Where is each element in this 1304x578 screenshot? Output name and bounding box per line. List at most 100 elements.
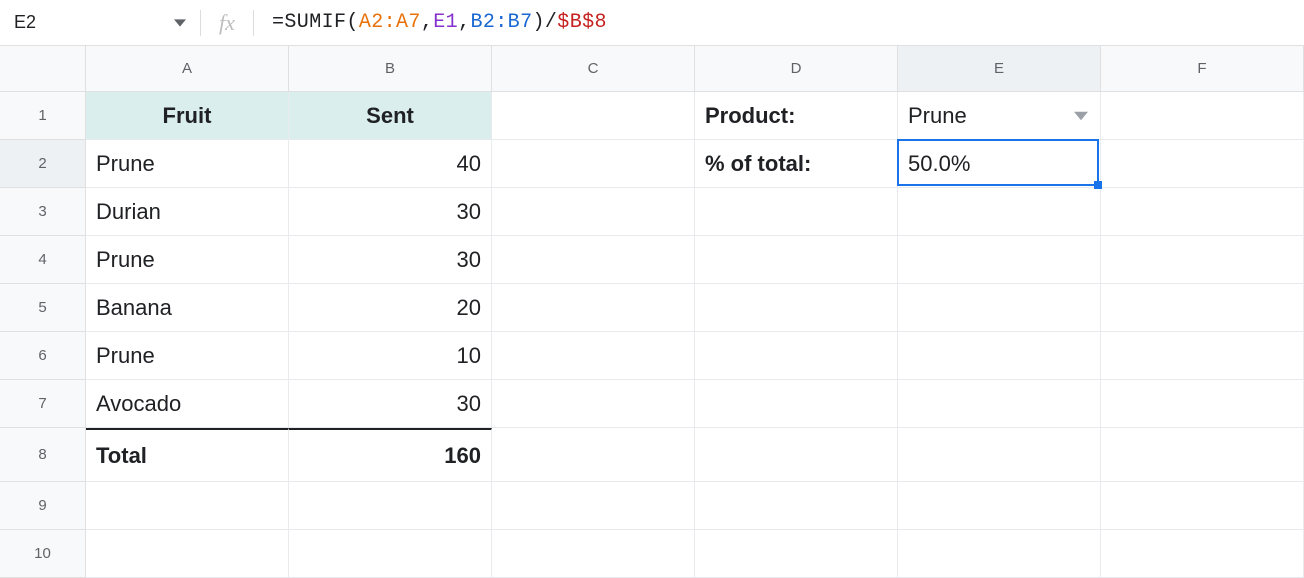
divider [253,10,254,36]
fx-icon: fx [201,10,253,36]
cell[interactable]: Banana [86,284,289,332]
cell[interactable] [1101,530,1304,578]
name-box-value: E2 [14,12,168,33]
formula-arg3: B2:B7 [470,11,532,34]
row-header[interactable]: 2 [0,140,86,188]
cell[interactable]: 30 [289,188,492,236]
cell[interactable]: Prune [86,332,289,380]
cell[interactable] [1101,92,1304,140]
row-header[interactable]: 4 [0,236,86,284]
formula-close: ) [532,11,544,34]
cell[interactable]: 10 [289,332,492,380]
cell[interactable] [695,530,898,578]
cell[interactable] [86,530,289,578]
cell[interactable] [1101,482,1304,530]
cell[interactable]: 50.0% [898,140,1101,188]
cell[interactable] [1101,428,1304,482]
cell[interactable] [289,530,492,578]
cell[interactable] [695,236,898,284]
formula-arg2: E1 [433,11,458,34]
formula-input[interactable]: = SUMIF ( A2:A7 , E1 , B2:B7 ) / $B$8 [272,11,607,34]
cell[interactable] [695,284,898,332]
cell[interactable] [898,482,1101,530]
cell[interactable] [1101,380,1304,428]
cell[interactable] [492,530,695,578]
cell[interactable]: Prune [86,236,289,284]
cell[interactable]: Avocado [86,380,289,428]
cell[interactable]: Durian [86,188,289,236]
column-header[interactable]: F [1101,46,1304,92]
cell[interactable] [492,236,695,284]
row-header[interactable]: 10 [0,530,86,578]
cell[interactable] [898,428,1101,482]
cell[interactable] [898,530,1101,578]
cell[interactable] [289,482,492,530]
cell[interactable] [695,332,898,380]
cell[interactable]: Product: [695,92,898,140]
cell[interactable] [492,92,695,140]
cell-value: Prune [96,151,155,177]
row-header[interactable]: 6 [0,332,86,380]
column-header[interactable]: C [492,46,695,92]
cell[interactable] [492,140,695,188]
cell[interactable]: 160 [289,428,492,482]
select-all-corner[interactable] [0,46,86,92]
cell[interactable] [1101,140,1304,188]
cell-value: Prune [908,103,967,129]
row-header[interactable]: 3 [0,188,86,236]
cell[interactable] [898,380,1101,428]
cell[interactable] [1101,188,1304,236]
cell[interactable] [86,482,289,530]
cell[interactable]: 20 [289,284,492,332]
cell[interactable] [492,380,695,428]
cell-value: % of total: [705,151,811,177]
column-header[interactable]: E [898,46,1101,92]
cell[interactable]: Fruit [86,92,289,140]
cell[interactable] [492,482,695,530]
cell-value: Durian [96,199,161,225]
spreadsheet-grid[interactable]: ABCDEF1FruitSentProduct:Prune2Prune40% o… [0,46,1304,578]
formula-slash: / [545,11,557,34]
column-header[interactable]: D [695,46,898,92]
chevron-down-icon[interactable] [1070,105,1092,127]
cell[interactable] [898,284,1101,332]
cell[interactable] [695,428,898,482]
cell[interactable] [492,428,695,482]
cell[interactable] [1101,236,1304,284]
row-header[interactable]: 5 [0,284,86,332]
cell[interactable] [898,236,1101,284]
cell[interactable]: 30 [289,236,492,284]
cell[interactable]: Prune [86,140,289,188]
cell-value: Total [96,443,147,469]
cell[interactable] [695,380,898,428]
cell-value: Avocado [96,391,181,417]
cell[interactable] [1101,284,1304,332]
row-header[interactable]: 8 [0,428,86,482]
cell[interactable] [695,188,898,236]
name-box-dropdown-icon[interactable] [168,11,192,35]
cell[interactable]: 40 [289,140,492,188]
formula-comma: , [458,11,470,34]
column-header[interactable]: A [86,46,289,92]
column-header[interactable]: B [289,46,492,92]
cell[interactable] [1101,332,1304,380]
cell[interactable] [695,482,898,530]
name-box[interactable]: E2 [0,0,200,45]
cell[interactable]: Prune [898,92,1101,140]
cell[interactable]: 30 [289,380,492,428]
cell-value: 20 [457,295,481,321]
cell[interactable]: % of total: [695,140,898,188]
cell[interactable]: Total [86,428,289,482]
cell-value: 30 [457,391,481,417]
cell-value: 30 [457,247,481,273]
cell[interactable] [492,332,695,380]
row-header[interactable]: 7 [0,380,86,428]
cell-value: 160 [444,443,481,469]
row-header[interactable]: 9 [0,482,86,530]
cell[interactable] [492,188,695,236]
cell[interactable]: Sent [289,92,492,140]
cell[interactable] [898,188,1101,236]
row-header[interactable]: 1 [0,92,86,140]
cell[interactable] [492,284,695,332]
cell[interactable] [898,332,1101,380]
